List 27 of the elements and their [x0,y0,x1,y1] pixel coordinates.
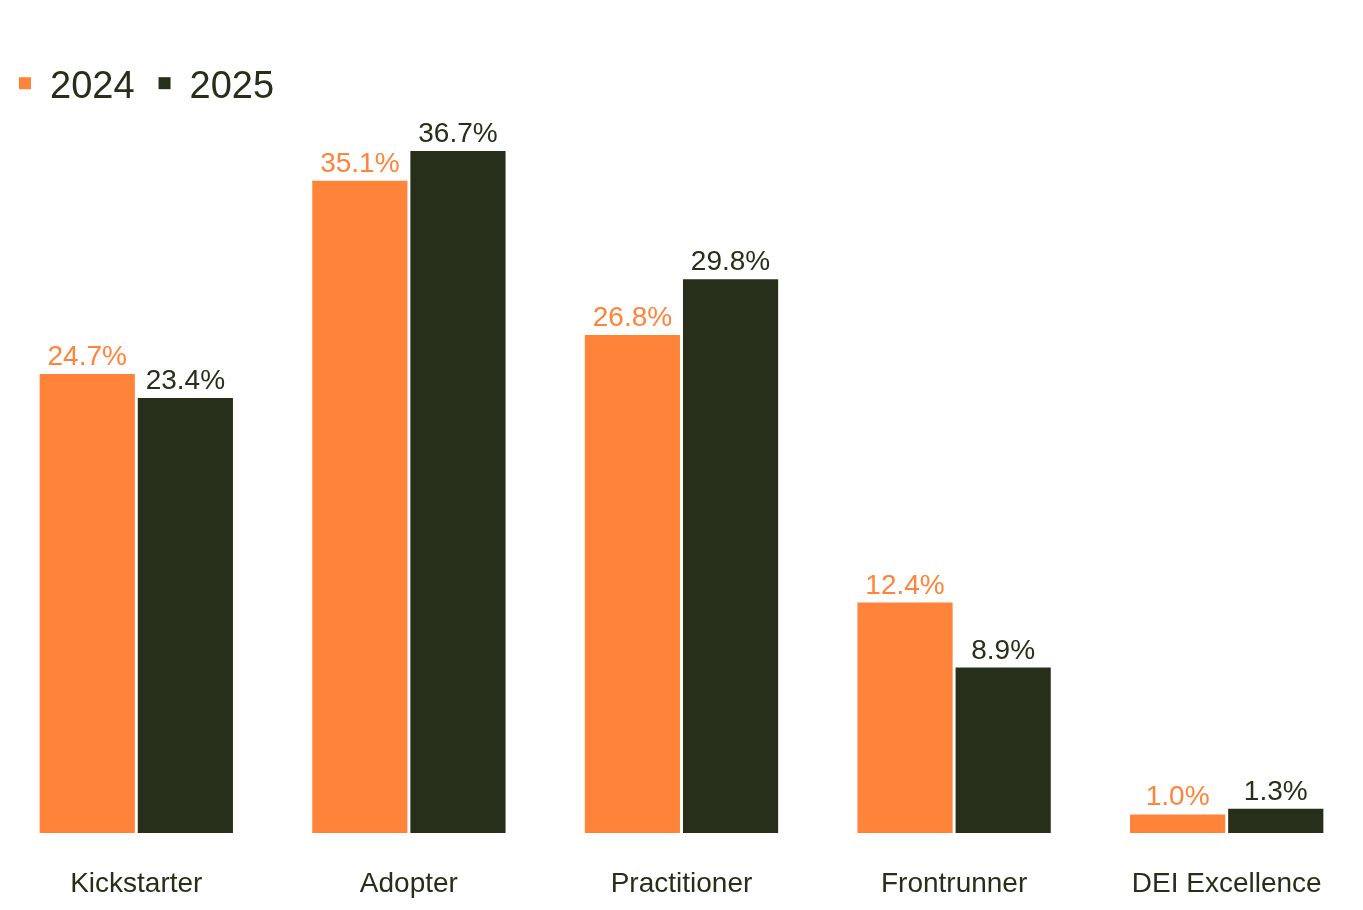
legend-label: 2025 [189,64,275,107]
bar [39,373,135,833]
data-label: 1.0% [1145,780,1210,812]
bar [584,334,681,833]
data-label: 26.8% [592,300,673,332]
x-tick-label: DEI Excellence [1131,867,1322,898]
bar [312,180,408,833]
bar [137,398,233,833]
bar [410,150,506,833]
data-label: 24.7% [47,339,127,371]
bar [1228,808,1324,833]
data-label: 12.4% [865,568,945,600]
data-label: 8.9% [971,633,1036,665]
data-label: 29.8% [690,245,771,277]
bar [857,602,953,833]
data-label: 36.7% [418,116,498,148]
bar [682,279,779,833]
data-label: 23.4% [145,364,226,396]
x-tick-label: Practitioner [610,867,753,898]
legend-label: 2024 [50,64,135,107]
data-label: 35.1% [320,146,400,178]
data-label: 1.3% [1243,774,1308,806]
x-tick-label: Frontrunner [880,867,1028,898]
bar [955,667,1051,833]
x-tick-label: Adopter [359,867,458,898]
x-tick-label: Kickstarter [70,867,203,898]
bar [1130,814,1226,833]
